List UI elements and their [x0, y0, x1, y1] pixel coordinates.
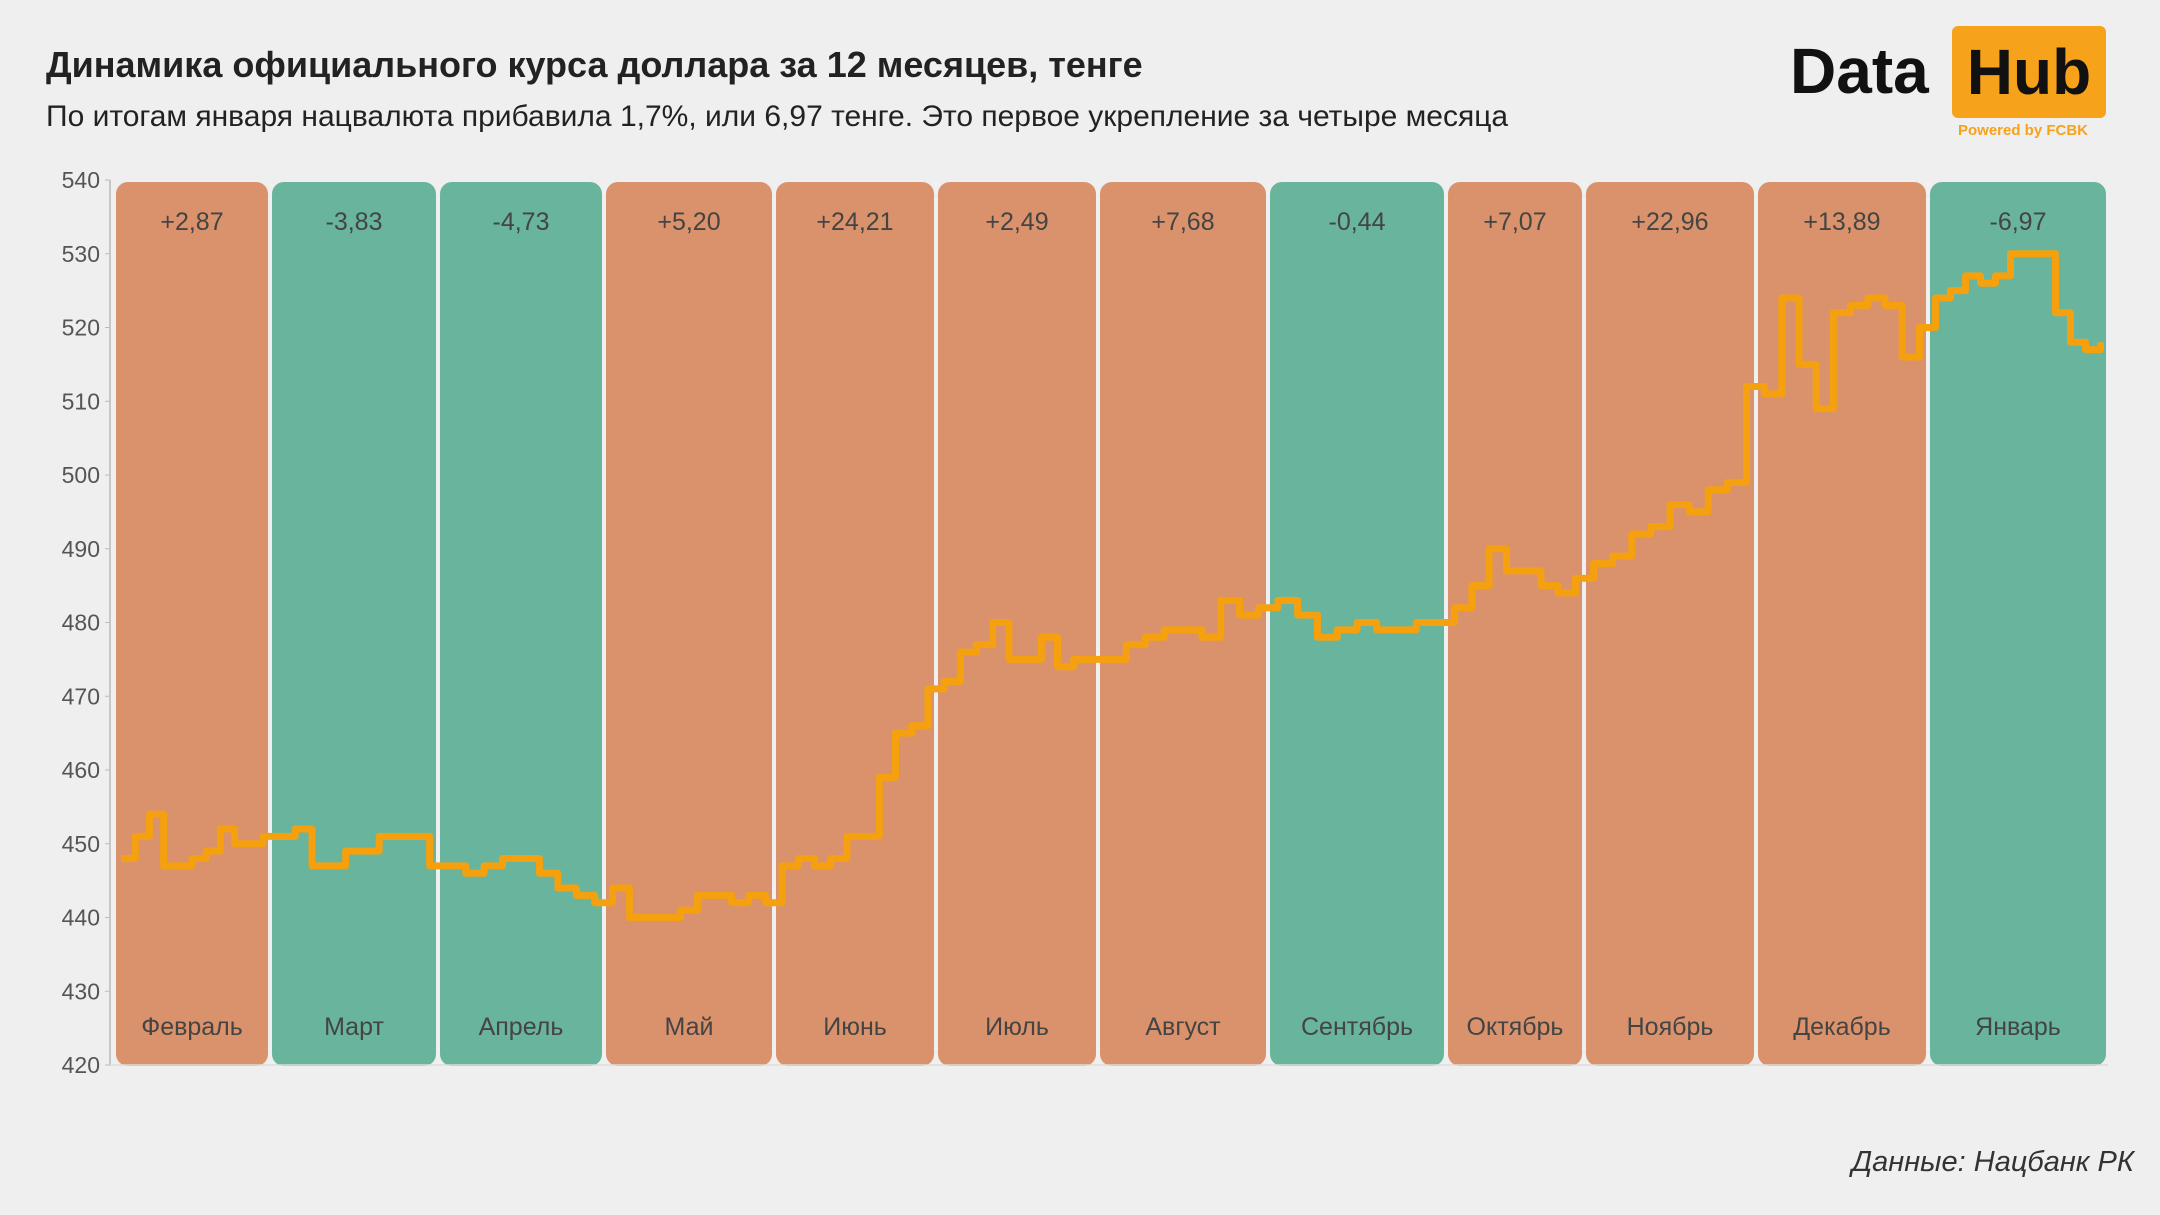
- month-label: Январь: [1975, 1013, 2061, 1041]
- month-band: [606, 182, 772, 1066]
- data-source: Данные: Нацбанк РК: [1851, 1146, 2134, 1178]
- month-label: Март: [324, 1013, 384, 1041]
- month-band: [1100, 182, 1266, 1066]
- month-label: Ноябрь: [1627, 1013, 1714, 1041]
- month-change-label: +24,21: [816, 208, 893, 236]
- month-band: [938, 182, 1096, 1066]
- month-change-label: -0,44: [1329, 208, 1386, 236]
- month-change-label: +2,87: [160, 208, 223, 236]
- y-tick-label: 460: [62, 757, 100, 783]
- month-band: [1758, 182, 1926, 1066]
- month-change-label: +13,89: [1803, 208, 1880, 236]
- y-tick-label: 450: [62, 831, 100, 857]
- month-change-label: +7,68: [1151, 208, 1214, 236]
- month-change-label: -3,83: [326, 208, 383, 236]
- month-label: Июнь: [823, 1013, 887, 1041]
- month-band: [776, 182, 934, 1066]
- logo-text-data: Data: [1790, 35, 1929, 107]
- y-tick-label: 430: [62, 978, 100, 1004]
- month-change-label: +7,07: [1483, 208, 1546, 236]
- month-band: [116, 182, 268, 1066]
- y-tick-label: 530: [62, 241, 100, 267]
- month-band: [1930, 182, 2106, 1066]
- y-tick-label: 540: [62, 167, 100, 193]
- month-label: Февраль: [141, 1013, 243, 1041]
- y-tick-label: 520: [62, 315, 100, 341]
- month-label: Октябрь: [1467, 1013, 1564, 1041]
- month-change-label: +22,96: [1631, 208, 1708, 236]
- chart-subtitle: По итогам января нацвалюта прибавила 1,7…: [46, 100, 1509, 133]
- y-tick-label: 420: [62, 1052, 100, 1078]
- month-label: Май: [665, 1013, 714, 1041]
- y-tick-label: 440: [62, 905, 100, 931]
- month-label: Апрель: [479, 1013, 564, 1041]
- chart-title: Динамика официального курса доллара за 1…: [46, 44, 1143, 85]
- y-tick-label: 490: [62, 536, 100, 562]
- month-band: [1448, 182, 1582, 1066]
- y-tick-label: 510: [62, 388, 100, 414]
- month-label: Сентябрь: [1301, 1013, 1413, 1041]
- month-band: [272, 182, 436, 1066]
- exchange-rate-line: [121, 250, 2104, 921]
- logo-tagline: Powered by FCBK: [1958, 122, 2089, 139]
- y-tick-label: 500: [62, 462, 100, 488]
- y-tick-label: 470: [62, 683, 100, 709]
- month-change-label: -6,97: [1990, 208, 2047, 236]
- month-change-label: +5,20: [657, 208, 720, 236]
- month-label: Июль: [985, 1013, 1049, 1041]
- month-change-label: -4,73: [493, 208, 550, 236]
- y-tick-label: 480: [62, 610, 100, 636]
- month-change-label: +2,49: [985, 208, 1048, 236]
- month-label: Август: [1145, 1013, 1221, 1041]
- month-label: Декабрь: [1793, 1013, 1890, 1041]
- month-band: [440, 182, 602, 1066]
- logo-text-hub: Hub: [1952, 26, 2106, 118]
- month-band: [1586, 182, 1754, 1066]
